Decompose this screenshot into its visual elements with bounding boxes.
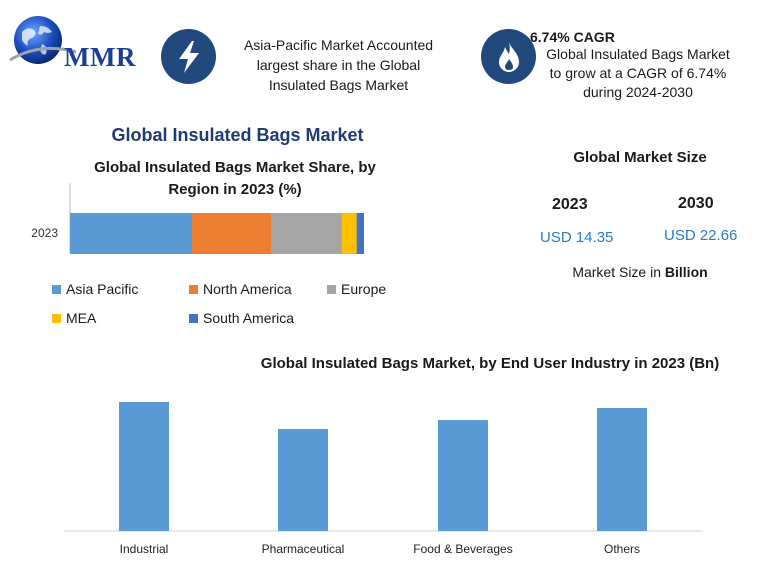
end-user-industry-chart: Industrial Pharmaceutical Food & Beverages… (64, 402, 703, 556)
value-2030: USD 22.66 (664, 227, 738, 244)
stack-segment-europe (271, 213, 342, 254)
legend-label-north-america: North America (203, 281, 292, 297)
info-cagr: Global Insulated Bags Market to grow at … (538, 45, 738, 102)
industry-chart-title: Global Insulated Bags Market, by End Use… (260, 355, 720, 372)
info-asia-pacific: Asia-Pacific Market Accounted largest sh… (226, 35, 451, 95)
legend-asia-pacific: Asia Pacific (52, 281, 138, 297)
region-chart-title: Global Insulated Bags Market Share, by R… (70, 157, 400, 201)
year-2023: 2023 (552, 196, 588, 213)
page-title: Global Insulated Bags Market (111, 125, 364, 145)
market-size-unit: Market Size in Billion (560, 264, 720, 280)
stack-segment-south-america (356, 213, 364, 254)
bar-industrial (119, 402, 169, 531)
info1-line-2: largest share in the Global (256, 57, 421, 73)
x-tick-label-others: Others (604, 542, 640, 556)
value-2023: USD 14.35 (540, 229, 614, 246)
flame-icon (481, 29, 536, 84)
legend-north-america: North America (189, 281, 292, 297)
stack-segment-north-america (192, 213, 272, 254)
legend-europe: Europe (327, 281, 386, 297)
bar-pharmaceutical (278, 429, 328, 531)
x-tick-label-food-and-beverages: Food & Beverages (413, 542, 512, 556)
x-tick-label-pharmaceutical: Pharmaceutical (262, 542, 345, 556)
legend-swatch-europe (327, 284, 336, 294)
x-tick-label-industrial: Industrial (120, 542, 169, 556)
legend-swatch-south-america (189, 313, 198, 323)
info1-line-3: Insulated Bags Market (268, 77, 409, 93)
market-size-title: Global Market Size (573, 149, 707, 166)
cagr-heading: 6.74% CAGR (530, 29, 615, 45)
lightning-bolt-icon (161, 29, 216, 84)
year-2030: 2030 (678, 195, 714, 212)
legend-label-asia-pacific: Asia Pacific (66, 281, 139, 297)
region-chart-title-line-1: Global Insulated Bags Market Share, by (94, 159, 376, 176)
info2-line-3: during 2024-2030 (583, 84, 693, 100)
globe-icon (9, 16, 77, 64)
info2-line-2: to grow at a CAGR of 6.74% (549, 65, 727, 81)
market-size-unit-prefix: Market Size in (572, 264, 665, 280)
market-size-unit-bold: Billion (664, 264, 708, 280)
legend-swatch-mea (52, 313, 61, 323)
legend-label-mea: MEA (66, 310, 97, 326)
legend-label-europe: Europe (341, 281, 387, 297)
region-share-chart: 2023 (31, 183, 364, 254)
bar-food-and-beverages (438, 420, 488, 531)
legend-swatch-asia-pacific (52, 284, 61, 294)
legend-mea: MEA (52, 310, 96, 326)
mmr-logo: MMR (8, 14, 148, 74)
legend-south-america: South America (189, 310, 294, 326)
info2-line-1: Global Insulated Bags Market (546, 46, 730, 62)
legend-label-south-america: South America (203, 310, 295, 326)
region-chart-title-line-2: Region in 2023 (%) (168, 181, 302, 198)
legend-swatch-north-america (189, 284, 198, 294)
category-label-2023: 2023 (31, 226, 58, 240)
stack-segment-mea (341, 213, 357, 254)
stack-segment-asia-pacific (70, 213, 193, 254)
info1-line-1: Asia-Pacific Market Accounted (243, 37, 434, 53)
bar-others (597, 408, 647, 531)
logo-text: MMR (64, 42, 136, 72)
